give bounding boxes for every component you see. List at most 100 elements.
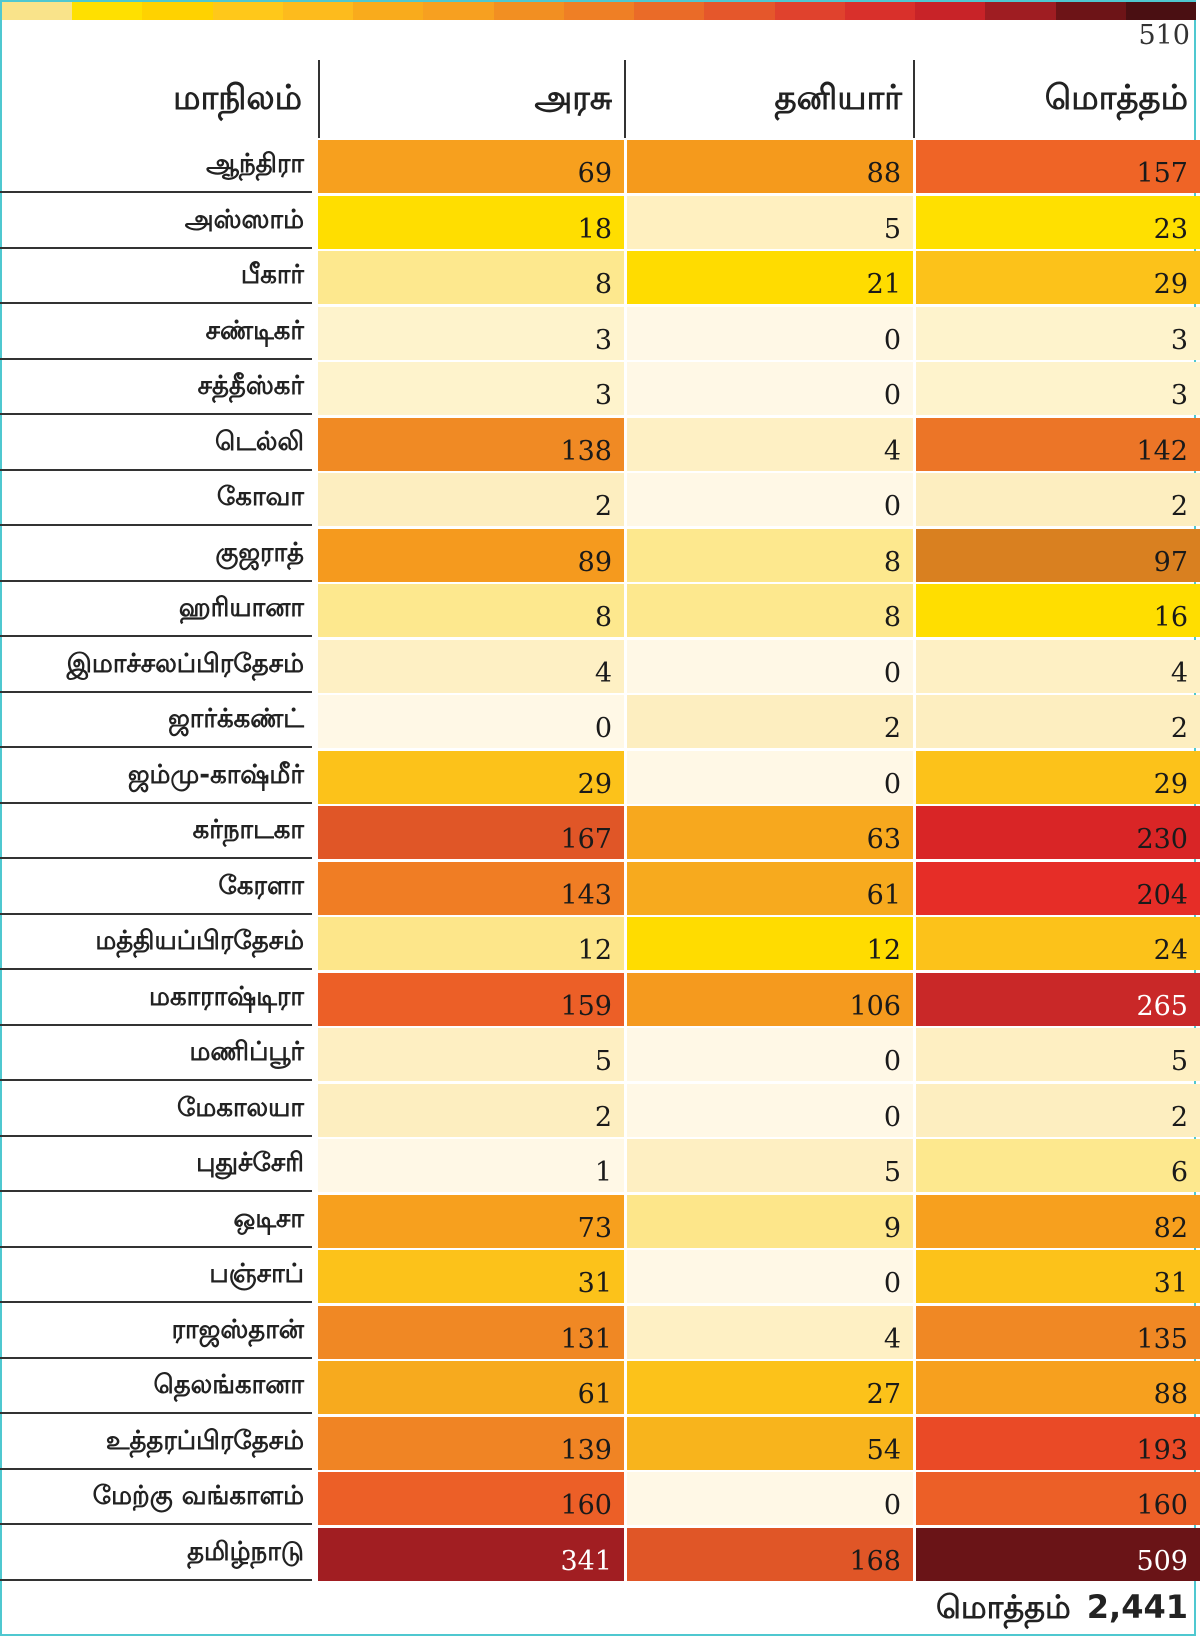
cell-private: 9 (627, 1194, 913, 1248)
strip-segment (1125, 2, 1196, 20)
cell-state: டெல்லி (0, 418, 312, 471)
table-row: கோவா 2 0 2 (0, 473, 1200, 529)
strip-segment (985, 2, 1056, 20)
cell-govt: 2 (318, 1083, 624, 1137)
cell-govt: 89 (318, 528, 624, 582)
cell-govt: 138 (318, 417, 624, 471)
cell-total: 2 (916, 695, 1200, 748)
grand-total-value: 2,441 (1086, 1588, 1188, 1626)
strip-segment (423, 2, 494, 20)
cell-private: 0 (627, 1472, 913, 1525)
cell-state: பீகார் (0, 251, 312, 304)
cell-total: 24 (916, 917, 1200, 970)
table-row: உத்தரப்பிரதேசம் 139 54 193 (0, 1416, 1200, 1473)
cell-total: 160 (916, 1472, 1200, 1525)
table-row: ஹரியானா 8 8 16 (0, 584, 1200, 640)
table-row: அஸ்ஸாம் 18 5 23 (0, 195, 1200, 252)
strip-segment (774, 2, 845, 20)
table-row: மேற்கு வங்காளம் 160 0 160 (0, 1472, 1200, 1528)
cell-govt: 341 (318, 1527, 624, 1581)
table-row: மகாராஷ்டிரா 159 106 265 (0, 972, 1200, 1029)
cell-total: 29 (916, 750, 1200, 804)
cell-govt: 139 (318, 1416, 624, 1470)
cell-state: அஸ்ஸாம் (0, 196, 312, 249)
cell-total: 2 (916, 1083, 1200, 1137)
cell-state: மணிப்பூர் (0, 1028, 312, 1081)
cell-govt: 159 (318, 972, 624, 1026)
cell-private: 106 (627, 972, 913, 1026)
cell-state: ஜார்க்கண்ட் (0, 695, 312, 748)
header-total: மொத்தம் (1044, 78, 1188, 118)
cell-total: 3 (916, 306, 1200, 360)
cell-state: இமாச்சலப்பிரதேசம் (0, 640, 312, 693)
cell-private: 0 (627, 750, 913, 804)
table-row: பஞ்சாப் 31 0 31 (0, 1250, 1200, 1306)
cell-total: 6 (916, 1139, 1200, 1192)
strip-segment (212, 2, 283, 20)
table-row: ஜார்க்கண்ட் 0 2 2 (0, 695, 1200, 751)
cell-govt: 131 (318, 1305, 624, 1359)
cell-private: 5 (627, 1139, 913, 1192)
color-gradient-strip (2, 2, 1196, 20)
cell-private: 63 (627, 806, 913, 859)
grand-total: மொத்தம் 2,441 (936, 1588, 1188, 1630)
table-row: சண்டிகர் 3 0 3 (0, 306, 1200, 363)
cell-govt: 167 (318, 806, 624, 859)
cell-state: ஒடிசா (0, 1195, 312, 1248)
cell-govt: 143 (318, 861, 624, 915)
page-number: 510 (1138, 20, 1190, 51)
table-row: ஆந்திரா 69 88 157 (0, 140, 1200, 196)
cell-private: 0 (627, 639, 913, 693)
cell-private: 88 (627, 140, 913, 193)
cell-private: 0 (627, 1250, 913, 1303)
strip-segment (915, 2, 986, 20)
cell-state: ஆந்திரா (0, 140, 312, 193)
cell-state: ஹரியானா (0, 584, 312, 637)
cell-total: 88 (916, 1361, 1200, 1414)
cell-total: 82 (916, 1194, 1200, 1248)
strip-segment (844, 2, 916, 20)
cell-total: 23 (916, 195, 1200, 249)
cell-state: மகாராஷ்டிரா (0, 973, 312, 1026)
cell-private: 5 (627, 195, 913, 249)
strip-segment (282, 2, 354, 20)
cell-private: 8 (627, 584, 913, 637)
cell-state: பஞ்சாப் (0, 1250, 312, 1303)
header-state: மாநிலம் (173, 78, 302, 118)
cell-total: 16 (916, 584, 1200, 637)
table-row: கர்நாடகா 167 63 230 (0, 806, 1200, 862)
cell-govt: 69 (318, 140, 624, 193)
table-row: டெல்லி 138 4 142 (0, 417, 1200, 474)
cell-private: 0 (627, 1083, 913, 1137)
grand-total-label: மொத்தம் (935, 1588, 1071, 1626)
cell-state: மேகாலயா (0, 1084, 312, 1137)
header-divider (624, 60, 626, 138)
cell-total: 2 (916, 473, 1200, 526)
cell-private: 4 (627, 1305, 913, 1359)
cell-total: 230 (916, 806, 1200, 859)
table-row: ஒடிசா 73 9 82 (0, 1194, 1200, 1251)
table-row: இமாச்சலப்பிரதேசம் 4 0 4 (0, 639, 1200, 696)
cell-govt: 12 (318, 917, 624, 970)
cell-private: 12 (627, 917, 913, 970)
cell-govt: 8 (318, 584, 624, 637)
cell-state: தமிழ்நாடு (0, 1528, 312, 1581)
cell-govt: 5 (318, 1028, 624, 1081)
cell-total: 5 (916, 1028, 1200, 1081)
cell-total: 142 (916, 417, 1200, 471)
cell-private: 61 (627, 861, 913, 915)
cell-total: 193 (916, 1416, 1200, 1470)
cell-state: தெலங்கானா (0, 1361, 312, 1414)
cell-total: 4 (916, 639, 1200, 693)
table-row: தமிழ்நாடு 341 168 509 (0, 1527, 1200, 1584)
strip-segment (634, 2, 705, 20)
cell-private: 4 (627, 417, 913, 471)
cell-private: 54 (627, 1416, 913, 1470)
cell-govt: 3 (318, 306, 624, 360)
cell-total: 3 (916, 362, 1200, 415)
cell-state: உத்தரப்பிரதேசம் (0, 1417, 312, 1470)
header-govt: அரசு (534, 78, 612, 118)
cell-govt: 2 (318, 473, 624, 526)
cell-state: ராஜஸ்தான் (0, 1306, 312, 1359)
table-row: பீகார் 8 21 29 (0, 251, 1200, 307)
